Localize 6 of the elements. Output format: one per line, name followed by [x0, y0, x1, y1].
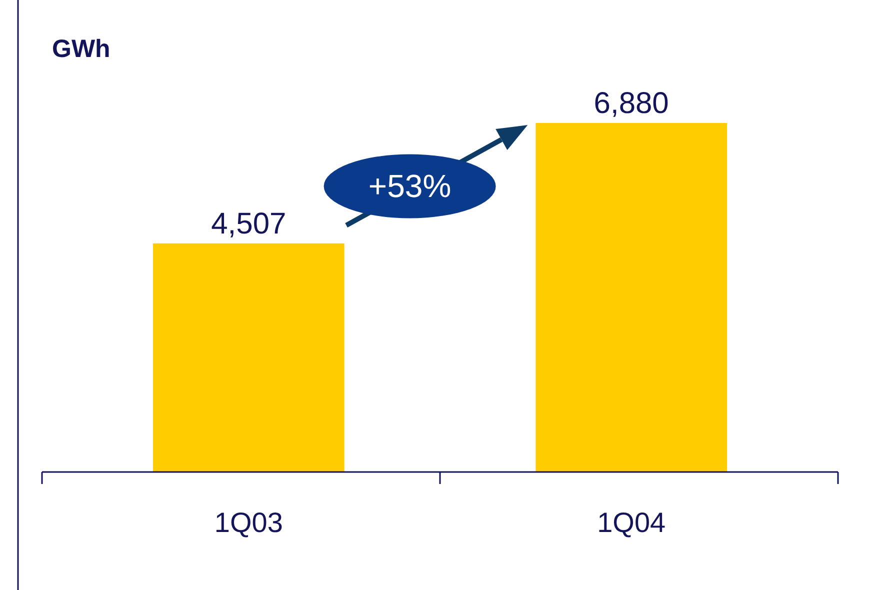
annotation: +53%: [368, 168, 452, 204]
data-label: 6,880: [594, 87, 669, 120]
data-label: 4,507: [211, 207, 286, 240]
x-tick-label: 1Q03: [214, 507, 283, 538]
x-tick-label: 1Q04: [597, 507, 666, 538]
y-axis-title: GWh: [52, 35, 110, 63]
